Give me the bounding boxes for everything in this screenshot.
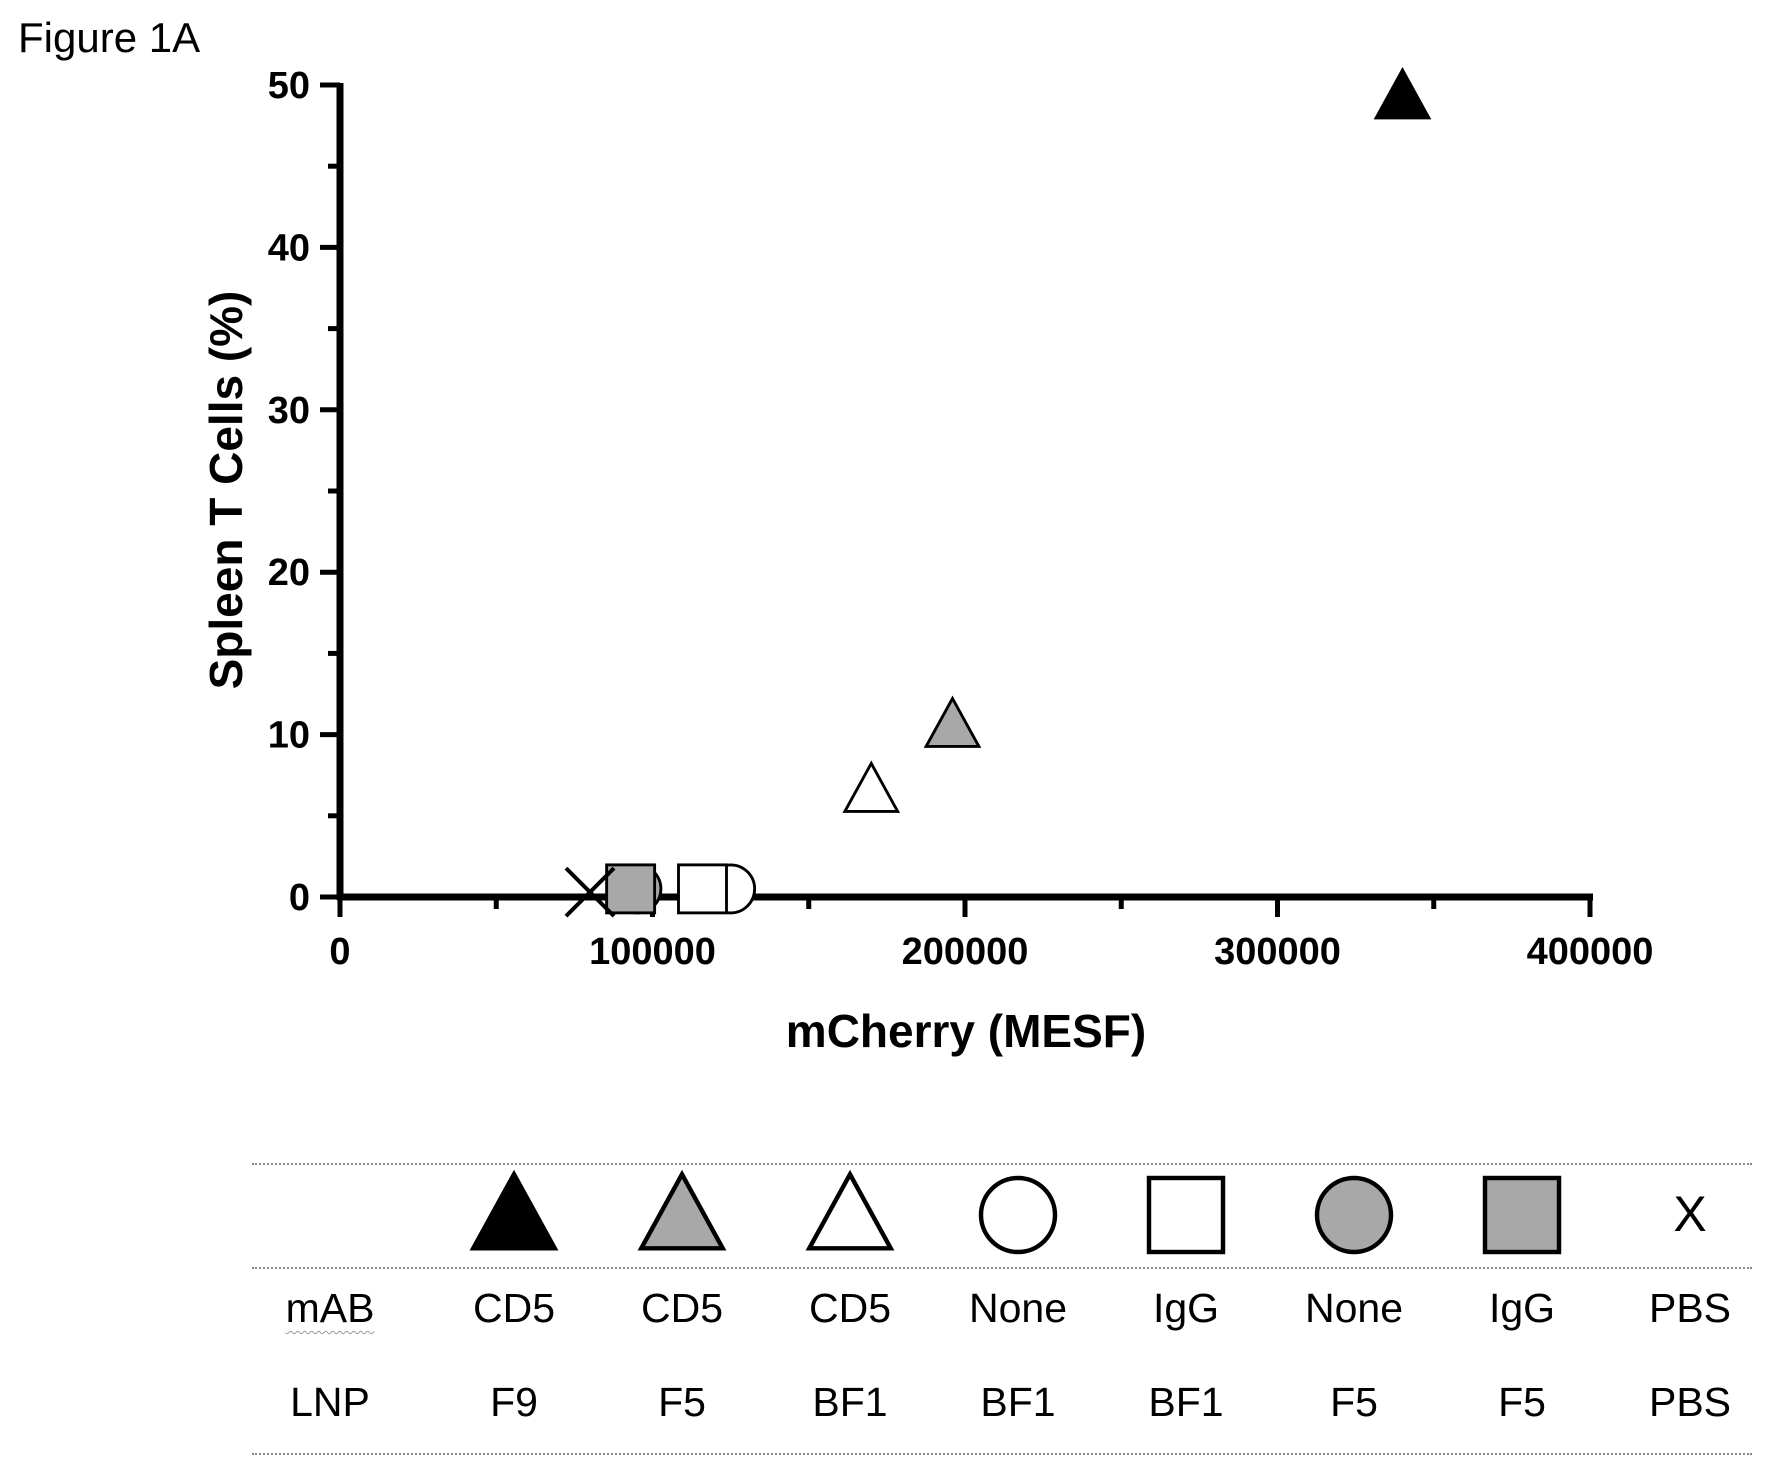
legend-lnp-value: F9 — [490, 1379, 538, 1425]
legend-lnp-value: BF1 — [1148, 1379, 1224, 1425]
legend-marker — [1482, 1175, 1562, 1255]
legend-marker — [805, 1169, 895, 1251]
legend-header-lnp: LNP — [290, 1379, 370, 1425]
legend-lnp-value: F5 — [1498, 1379, 1546, 1425]
legend-lnp-value: BF1 — [980, 1379, 1056, 1425]
triangle-marker — [842, 760, 901, 813]
legend-table: mAB LNP X CD5 F9 CD5 F5 CD5 BF1 None BF1 IgG BF1 None… — [252, 1163, 1752, 1455]
y-tick-label: 50 — [268, 65, 310, 107]
legend-marker — [469, 1169, 559, 1251]
square-marker — [1482, 1175, 1562, 1255]
legend-marker — [978, 1175, 1058, 1255]
legend-symbols: X — [469, 1169, 1707, 1255]
legend-divider-top — [252, 1163, 1752, 1165]
legend-divider-bottom — [252, 1453, 1752, 1455]
square-marker — [677, 863, 728, 915]
legend-lnp-value: BF1 — [812, 1379, 888, 1425]
chart-points — [564, 66, 1432, 918]
data-point — [1373, 66, 1432, 120]
legend-marker — [1146, 1175, 1226, 1255]
legend-mab-value: None — [968, 1285, 1068, 1331]
scatter-chart: 0 10 20 30 40 50 0 100000 200000 300000 400000 mCh… — [200, 65, 1654, 1057]
legend-mab-value: CD5 — [640, 1285, 724, 1331]
figure-label: Figure 1A — [18, 14, 201, 61]
circle-marker — [1314, 1175, 1394, 1255]
circle-marker — [978, 1175, 1058, 1255]
square-marker — [1146, 1175, 1226, 1255]
x-tick-label: 300000 — [1214, 931, 1341, 973]
legend-mab-value: IgG — [1488, 1285, 1556, 1331]
x-tick-label: 400000 — [1527, 931, 1654, 973]
x-tick-label: 0 — [329, 931, 350, 973]
triangle-marker — [1373, 66, 1432, 120]
y-tick-label: 10 — [268, 715, 310, 757]
legend-lnp-value: PBS — [1648, 1379, 1732, 1425]
x-tick-label: 100000 — [589, 931, 716, 973]
legend-mab-value: PBS — [1648, 1285, 1732, 1331]
legend-lnp-value: F5 — [658, 1379, 706, 1425]
data-point — [842, 760, 901, 813]
data-point — [605, 863, 657, 915]
y-axis-label: Spleen T Cells (%) — [200, 291, 252, 690]
legend-lnp-value: F5 — [1330, 1379, 1378, 1425]
legend-x-glyph: X — [1673, 1186, 1706, 1242]
triangle-marker — [637, 1169, 727, 1251]
y-tick-label: 0 — [289, 877, 310, 919]
y-tick-label: 20 — [268, 552, 310, 594]
x-tick-label: 200000 — [902, 931, 1029, 973]
y-tick-label: 40 — [268, 227, 310, 269]
data-point — [564, 866, 616, 918]
y-tick-label: 30 — [268, 390, 310, 432]
legend-mab-value: IgG — [1152, 1285, 1220, 1331]
legend-divider-middle — [252, 1267, 1752, 1269]
legend-header-mab: mAB — [285, 1285, 375, 1331]
legend-marker — [1314, 1175, 1394, 1255]
x-axis-label: mCherry (MESF) — [786, 1005, 1146, 1057]
data-point — [677, 863, 728, 915]
x-marker-stroke — [564, 866, 616, 918]
legend-marker — [637, 1169, 727, 1251]
square-marker — [605, 863, 657, 915]
triangle-marker — [805, 1169, 895, 1251]
triangle-marker — [923, 695, 982, 748]
data-point — [923, 695, 982, 748]
legend-mab-value: None — [1304, 1285, 1404, 1331]
legend-mab-value: CD5 — [808, 1285, 892, 1331]
legend-mab-value: CD5 — [472, 1285, 556, 1331]
chart-axes: 0 10 20 30 40 50 0 100000 200000 300000 400000 — [268, 65, 1654, 973]
triangle-marker — [469, 1169, 559, 1251]
